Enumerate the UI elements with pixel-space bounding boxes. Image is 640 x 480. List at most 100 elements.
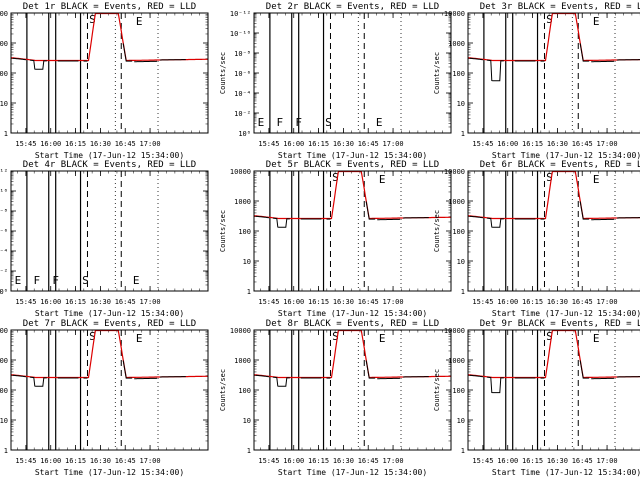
y-tick-label: 10⁻²: [234, 110, 251, 118]
lld-curve: [467, 170, 640, 220]
x-tick-label: 16:00: [283, 140, 304, 148]
x-tick-label: 16:15: [522, 140, 543, 148]
x-tick-label: 17:00: [383, 457, 404, 465]
x-tick-label: 15:45: [15, 457, 36, 465]
y-tick-label: 100: [452, 387, 465, 395]
x-axis-label: Start Time (17-Jun-12 15:34:00): [278, 468, 427, 477]
x-tick-label: 16:00: [40, 140, 61, 148]
y-tick-label: 100: [452, 70, 465, 78]
events-curve: [469, 215, 483, 219]
x-tick-label: 15:45: [472, 298, 493, 306]
annotation-label: S: [325, 116, 332, 129]
x-tick-label: 16:45: [115, 298, 136, 306]
y-tick-label: 10: [457, 258, 465, 266]
y-tick-label: 1000: [0, 357, 8, 365]
events-curve: [579, 201, 590, 220]
y-tick-label: 10⁻⁴: [234, 90, 251, 98]
y-tick-label: 1000: [448, 198, 465, 206]
detector-panel: Det 2r BLACK = Events, RED = LLD Start Ti…: [219, 2, 452, 160]
annotation-label: E: [593, 173, 600, 186]
y-tick-label: 10⁻¹⁰: [230, 30, 251, 38]
annotation-label: S: [546, 13, 553, 26]
x-tick-label: 16:00: [283, 298, 304, 306]
events-curve: [12, 57, 26, 61]
panel-title: Det 5r BLACK = Events, RED = LLD: [266, 160, 439, 170]
x-axis-label: Start Time (17-Jun-12 15:34:00): [35, 151, 184, 160]
x-tick-label: 16:30: [333, 457, 354, 465]
annotation-label: E: [379, 173, 386, 186]
x-tick-label: 16:45: [358, 298, 379, 306]
lld-curve: [467, 12, 640, 62]
y-tick-label: 10⁻¹²: [230, 10, 251, 18]
lld-curve: [467, 329, 640, 379]
events-curve: [12, 374, 26, 378]
x-tick-label: 17:00: [597, 140, 618, 148]
plot-frame: [253, 329, 452, 451]
events-curve: [272, 217, 290, 228]
x-tick-label: 16:30: [90, 298, 111, 306]
x-tick-label: 17:00: [140, 457, 161, 465]
x-tick-label: 15:45: [258, 140, 279, 148]
lld-curve: [10, 329, 208, 379]
y-tick-label: 10⁻⁶: [234, 70, 251, 78]
events-curve: [122, 43, 133, 62]
panel-title: Det 9r BLACK = Events, RED = LLD: [480, 319, 640, 329]
y-tick-label: 1: [461, 447, 465, 455]
y-tick-label: 10⁻²: [0, 268, 8, 276]
annotation-label: E: [379, 332, 386, 345]
x-tick-label: 16:00: [497, 140, 518, 148]
x-tick-label: 17:00: [140, 298, 161, 306]
x-tick-label: 16:15: [522, 298, 543, 306]
y-tick-label: 10000: [444, 10, 465, 18]
x-tick-label: 16:30: [547, 140, 568, 148]
x-tick-label: 16:30: [90, 457, 111, 465]
x-axis-label: Start Time (17-Jun-12 15:34:00): [35, 468, 184, 477]
y-tick-label: 10: [0, 100, 8, 108]
y-tick-label: 100: [238, 228, 251, 236]
detector-panel: Det 1r BLACK = Events, RED = LLD Start Ti…: [0, 2, 209, 160]
events-curve: [486, 376, 504, 394]
panel-title: Det 6r BLACK = Events, RED = LLD: [480, 160, 640, 170]
panel-title: Det 3r BLACK = Events, RED = LLD: [480, 2, 640, 12]
y-tick-label: 10⁻⁸: [0, 208, 8, 216]
annotation-label: E: [133, 274, 140, 287]
x-axis-label: Start Time (17-Jun-12 15:34:00): [492, 309, 640, 318]
y-tick-label: 100: [0, 387, 8, 395]
plot-frame: [253, 170, 452, 292]
y-axis-label: Counts/sec: [219, 210, 227, 252]
events-curve: [579, 43, 590, 62]
events-curve: [486, 217, 504, 228]
x-tick-label: 15:45: [258, 298, 279, 306]
y-tick-label: 100: [452, 228, 465, 236]
annotation-label: E: [136, 332, 143, 345]
annotation-label: S: [546, 171, 553, 184]
y-tick-label: 10⁻¹²: [0, 168, 8, 176]
x-tick-label: 17:00: [597, 457, 618, 465]
panel-title: Det 1r BLACK = Events, RED = LLD: [23, 2, 196, 12]
x-tick-label: 16:15: [65, 457, 86, 465]
y-tick-label: 10: [243, 417, 251, 425]
panel-title: Det 2r BLACK = Events, RED = LLD: [266, 2, 439, 12]
annotation-label: F: [34, 274, 41, 287]
y-tick-label: 1: [461, 288, 465, 296]
x-tick-label: 17:00: [383, 298, 404, 306]
x-tick-label: 15:45: [472, 140, 493, 148]
lld-curve: [10, 12, 208, 62]
annotation-label: S: [89, 330, 96, 343]
events-curve: [29, 376, 47, 387]
y-axis-label: Counts/sec: [433, 52, 441, 94]
y-tick-label: 1: [247, 447, 251, 455]
annotation-label: E: [593, 332, 600, 345]
y-axis-label: Counts/sec: [219, 52, 227, 94]
y-tick-label: 10: [0, 417, 8, 425]
events-curve: [122, 360, 133, 379]
annotation-label: E: [376, 116, 383, 129]
x-tick-label: 16:00: [40, 298, 61, 306]
x-tick-label: 16:30: [333, 298, 354, 306]
events-curve: [469, 374, 483, 378]
plot-frame: [10, 329, 209, 451]
x-tick-label: 17:00: [597, 298, 618, 306]
x-tick-label: 15:45: [472, 457, 493, 465]
plot-frame: [10, 12, 209, 134]
